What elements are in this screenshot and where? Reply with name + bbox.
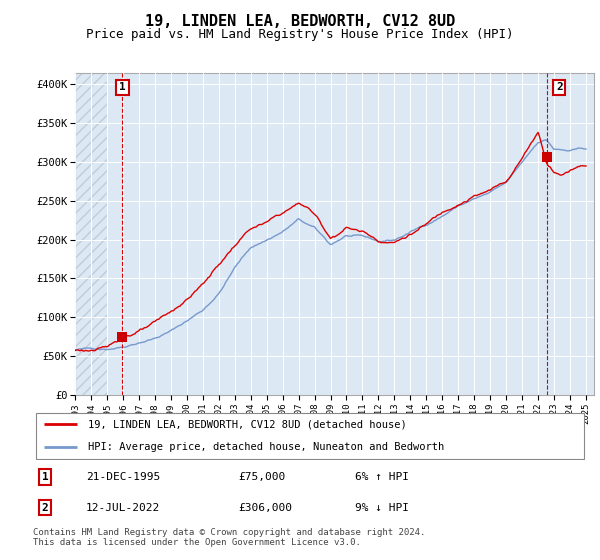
Text: 19, LINDEN LEA, BEDWORTH, CV12 8UD: 19, LINDEN LEA, BEDWORTH, CV12 8UD <box>145 14 455 29</box>
Text: 6% ↑ HPI: 6% ↑ HPI <box>355 472 409 482</box>
FancyBboxPatch shape <box>36 413 584 459</box>
Text: 9% ↓ HPI: 9% ↓ HPI <box>355 502 409 512</box>
Text: 19, LINDEN LEA, BEDWORTH, CV12 8UD (detached house): 19, LINDEN LEA, BEDWORTH, CV12 8UD (deta… <box>89 419 407 430</box>
Bar <box>75 73 107 395</box>
Text: £306,000: £306,000 <box>238 502 292 512</box>
Text: 2: 2 <box>556 82 563 92</box>
Text: £75,000: £75,000 <box>238 472 286 482</box>
Text: 1: 1 <box>119 82 126 92</box>
Text: 2: 2 <box>42 502 49 512</box>
Text: 12-JUL-2022: 12-JUL-2022 <box>86 502 160 512</box>
Text: Contains HM Land Registry data © Crown copyright and database right 2024.
This d: Contains HM Land Registry data © Crown c… <box>33 528 425 547</box>
Text: Price paid vs. HM Land Registry's House Price Index (HPI): Price paid vs. HM Land Registry's House … <box>86 28 514 41</box>
Text: 21-DEC-1995: 21-DEC-1995 <box>86 472 160 482</box>
Text: HPI: Average price, detached house, Nuneaton and Bedworth: HPI: Average price, detached house, Nune… <box>89 442 445 452</box>
Text: 1: 1 <box>42 472 49 482</box>
